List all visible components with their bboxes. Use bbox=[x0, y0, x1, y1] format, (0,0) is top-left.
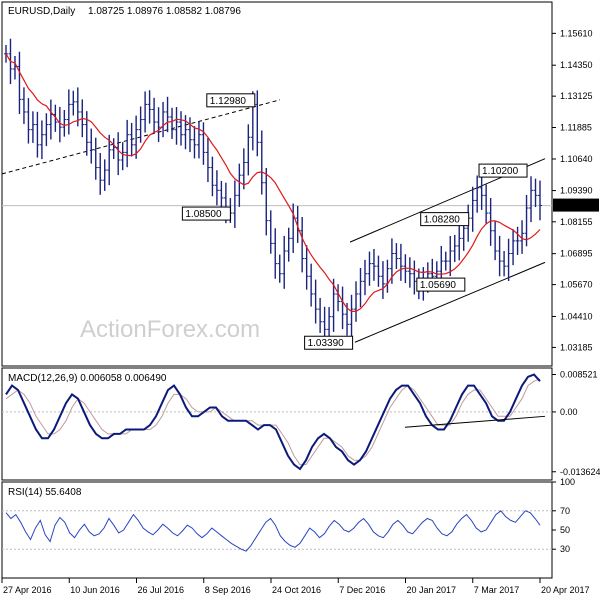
price-tick-label: 1.05670 bbox=[560, 280, 593, 290]
rsi-line bbox=[5, 510, 541, 552]
watermark: ActionForex.com bbox=[80, 316, 260, 343]
price-tick-label: 1.15610 bbox=[560, 28, 593, 38]
price-annotation-box bbox=[304, 335, 354, 350]
rsi-tick-label: 50 bbox=[560, 525, 570, 535]
price-tick-label: 1.08155 bbox=[560, 217, 593, 227]
rsi-header: RSI(14) 55.6408 bbox=[8, 487, 82, 498]
x-tick-label: 26 Jul 2016 bbox=[138, 585, 185, 595]
price-annotation-label: 1.05690 bbox=[420, 280, 457, 291]
price-annotation-label: 1.08280 bbox=[424, 215, 461, 226]
x-tick-label: 8 Sep 2016 bbox=[205, 585, 251, 595]
x-tick-label: 27 Apr 2016 bbox=[3, 585, 52, 595]
price-tick-label: 1.10640 bbox=[560, 154, 593, 164]
macd-trend-line bbox=[404, 415, 546, 428]
macd-line bbox=[5, 373, 541, 471]
rsi-tick-label: 70 bbox=[560, 506, 570, 516]
price-annotation-label: 1.03390 bbox=[308, 338, 345, 349]
price-tick-label: 1.06895 bbox=[560, 249, 593, 259]
macd-tick-label: 0.00 bbox=[560, 407, 578, 417]
x-tick-label: 20 Jan 2017 bbox=[407, 585, 457, 595]
price-tick-label: 1.11885 bbox=[560, 123, 592, 133]
x-tick-label: 20 Apr 2017 bbox=[541, 585, 590, 595]
moving-average-line bbox=[5, 53, 541, 312]
rsi-tick-label: 100 bbox=[560, 477, 575, 487]
price-tick-label: 1.03185 bbox=[560, 342, 593, 352]
price-tick-label: 1.04410 bbox=[560, 311, 593, 321]
x-tick-label: 24 Oct 2016 bbox=[272, 585, 321, 595]
price-tick-label: 1.13125 bbox=[560, 91, 593, 101]
price-annotation-box bbox=[416, 277, 466, 292]
macd-signal-line bbox=[5, 378, 541, 466]
price-annotation-label: 1.10200 bbox=[482, 166, 519, 177]
price-tick-label: 1.09390 bbox=[560, 186, 593, 196]
price-annotation-box bbox=[206, 93, 256, 108]
lower-channel-line bbox=[354, 261, 546, 343]
x-tick-label: 7 Dec 2016 bbox=[339, 585, 385, 595]
price-annotation-box bbox=[420, 212, 470, 227]
price-annotation-label: 1.12980 bbox=[210, 96, 247, 107]
price-annotation-box bbox=[181, 206, 231, 221]
macd-header: MACD(12,26,9) 0.006058 0.006490 bbox=[8, 373, 167, 384]
macd-panel bbox=[1, 367, 553, 481]
rsi-panel bbox=[1, 481, 553, 579]
x-tick-label: 10 Jun 2016 bbox=[70, 585, 120, 595]
price-annotation-box bbox=[478, 163, 528, 178]
rsi-tick-label: 30 bbox=[560, 544, 570, 554]
x-tick-label: 7 Mar 2017 bbox=[474, 585, 520, 595]
current-price-label: 1.08796 bbox=[556, 201, 589, 211]
price-tick-label: 1.14350 bbox=[560, 60, 593, 70]
current-price-tag bbox=[553, 198, 599, 212]
macd-tick-label: 0.008521 bbox=[560, 369, 598, 379]
price-panel bbox=[1, 1, 553, 367]
price-header-ohlc: 1.08725 1.08976 1.08582 1.08796 bbox=[88, 6, 241, 17]
price-header-symbol: EURUSD,Daily bbox=[8, 6, 75, 17]
macd-tick-label: -0.013624 bbox=[560, 467, 600, 477]
price-annotation-label: 1.08500 bbox=[185, 209, 222, 220]
